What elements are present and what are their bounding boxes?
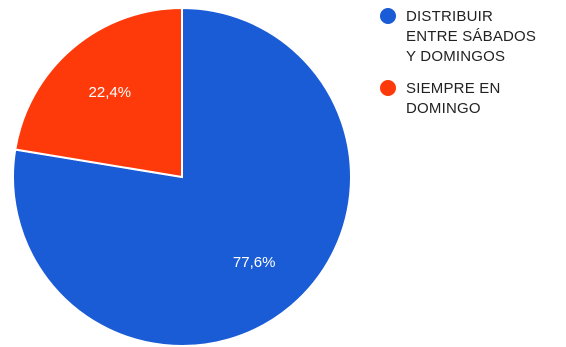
- legend-label-distribuir: DISTRIBUIR ENTRE SÁBADOS Y DOMINGOS: [406, 8, 537, 65]
- legend-swatch-siempre: [380, 80, 396, 96]
- legend-label-siempre: SIEMPRE EN DOMINGO: [406, 80, 501, 117]
- pie-slices: [12, 6, 352, 347]
- legend-item-distribuir[interactable]: DISTRIBUIR ENTRE SÁBADOS Y DOMINGOS: [380, 7, 566, 67]
- pie-label-distribuir: 77,6%: [233, 254, 276, 271]
- legend-item-siempre[interactable]: SIEMPRE EN DOMINGO: [380, 79, 566, 119]
- legend: DISTRIBUIR ENTRE SÁBADOS Y DOMINGOS SIEM…: [380, 7, 566, 131]
- pie-label-siempre: 22,4%: [89, 84, 132, 101]
- pie-data-labels: 77,6% 22,4%: [89, 84, 276, 271]
- legend-swatch-distribuir: [380, 8, 396, 24]
- pie-slice-siempre[interactable]: [14, 6, 183, 179]
